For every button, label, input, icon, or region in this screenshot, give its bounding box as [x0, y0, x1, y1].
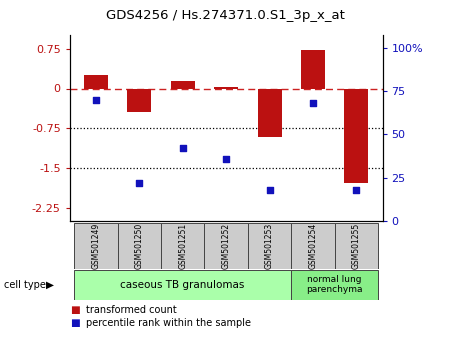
FancyBboxPatch shape [161, 223, 204, 269]
Point [135, 180, 143, 186]
Point [92, 97, 99, 103]
Point [222, 156, 230, 161]
Text: GSM501252: GSM501252 [221, 223, 230, 269]
Point [310, 100, 317, 106]
Bar [257, 88, 282, 137]
Text: transformed count: transformed count [86, 306, 176, 315]
Bar [301, 50, 325, 88]
Bar [214, 87, 238, 88]
Bar [345, 88, 369, 183]
Text: percentile rank within the sample: percentile rank within the sample [86, 318, 251, 328]
Text: GSM501253: GSM501253 [265, 223, 274, 269]
Text: GDS4256 / Hs.274371.0.S1_3p_x_at: GDS4256 / Hs.274371.0.S1_3p_x_at [106, 9, 344, 22]
Text: GSM501250: GSM501250 [135, 223, 144, 269]
FancyBboxPatch shape [117, 223, 161, 269]
Text: ■: ■ [70, 306, 80, 315]
Text: caseous TB granulomas: caseous TB granulomas [121, 280, 245, 290]
Text: GSM501249: GSM501249 [91, 223, 100, 269]
Bar [171, 81, 195, 88]
Text: ▶: ▶ [46, 280, 54, 290]
Text: GSM501255: GSM501255 [352, 223, 361, 269]
Bar [127, 88, 151, 113]
FancyBboxPatch shape [74, 270, 291, 300]
Text: ■: ■ [70, 318, 80, 328]
FancyBboxPatch shape [291, 270, 378, 300]
Text: cell type: cell type [4, 280, 46, 290]
FancyBboxPatch shape [291, 223, 335, 269]
FancyBboxPatch shape [204, 223, 248, 269]
Point [179, 145, 186, 151]
Point [266, 187, 273, 193]
FancyBboxPatch shape [74, 223, 117, 269]
FancyBboxPatch shape [335, 223, 378, 269]
FancyBboxPatch shape [248, 223, 291, 269]
Text: normal lung
parenchyma: normal lung parenchyma [306, 275, 363, 295]
Text: GSM501251: GSM501251 [178, 223, 187, 269]
Point [353, 187, 360, 193]
Bar [84, 75, 108, 88]
Text: GSM501254: GSM501254 [309, 223, 318, 269]
